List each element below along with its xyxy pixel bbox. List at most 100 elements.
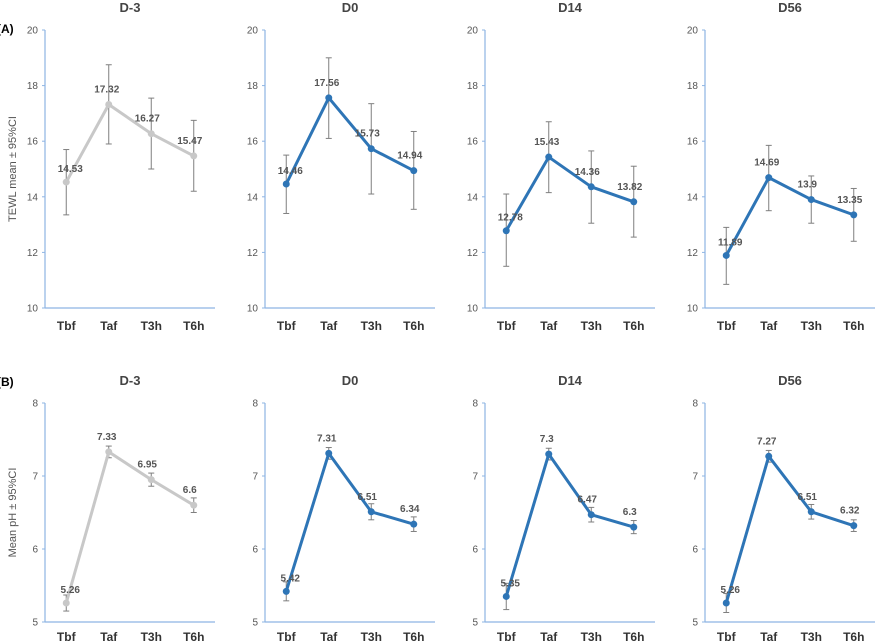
y-axis-title: Mean pH ± 95%CI <box>7 468 19 558</box>
chart-title: D-3 <box>120 0 141 15</box>
x-tick-label: Tbf <box>717 630 737 644</box>
x-tick-label: Tbf <box>57 319 77 333</box>
data-point <box>722 599 730 607</box>
data-label: 15.47 <box>177 136 202 147</box>
y-tick-label: 6 <box>472 545 478 556</box>
y-tick-label: 12 <box>687 248 699 259</box>
chart-a-d56: D56 10 12 14 16 18 20 Tbf Taf T3h T6h 11.89 14.69 13.… <box>687 0 875 333</box>
x-tick-label: T6h <box>183 319 204 333</box>
series-line <box>284 451 415 592</box>
series-line <box>724 176 855 257</box>
y-tick-label: 6 <box>32 545 38 556</box>
data-label: 15.43 <box>534 137 559 148</box>
x-tick-label: Tbf <box>717 319 737 333</box>
y-tick-label: 16 <box>247 137 259 148</box>
data-point <box>502 592 510 600</box>
panel-label-b: (B) <box>0 375 14 389</box>
chart-b-d14: D14 5 6 7 8 Tbf Taf T3h T6h 5.35 7.3 6.47 6.3 <box>472 373 655 644</box>
data-label: 5.42 <box>281 573 301 584</box>
y-tick-label: 5 <box>32 618 38 629</box>
y-tick-label: 20 <box>687 26 699 37</box>
x-tick-label: T3h <box>361 630 382 644</box>
data-point <box>105 448 113 456</box>
data-label: 11.89 <box>718 237 743 248</box>
chart-b-d-3: D-3 5 6 7 8 Tbf Taf T3h T6h Mean pH ± 95%CI 5.26 7.… <box>7 373 215 644</box>
y-tick-label: 5 <box>252 618 258 629</box>
data-label: 5.26 <box>721 585 741 596</box>
y-tick-label: 5 <box>472 618 478 629</box>
data-point <box>62 599 70 607</box>
y-tick-label: 20 <box>467 26 479 37</box>
data-point <box>765 452 773 460</box>
y-axis-title: TEWL mean ± 95%CI <box>7 116 19 222</box>
data-point <box>410 520 418 528</box>
data-point <box>282 587 290 595</box>
data-point <box>545 450 553 458</box>
x-tick-label: T3h <box>141 319 162 333</box>
data-label: 14.53 <box>58 164 83 175</box>
series-line <box>64 103 195 183</box>
x-tick-label: T3h <box>141 630 162 644</box>
x-tick-label: Tbf <box>497 630 517 644</box>
data-label: 6.32 <box>840 506 860 517</box>
x-tick-label: T6h <box>623 630 644 644</box>
data-label: 12.78 <box>498 213 523 224</box>
y-tick-label: 7 <box>692 472 698 483</box>
x-tick-label: Taf <box>760 319 778 333</box>
chart-a-d14: D14 10 12 14 16 18 20 Tbf Taf T3h T6h 12.78 15.43 14.… <box>467 0 655 333</box>
x-tick-label: T6h <box>623 319 644 333</box>
y-tick-label: 12 <box>27 248 39 259</box>
data-point <box>410 167 418 175</box>
data-point <box>630 198 638 206</box>
data-label: 15.73 <box>355 129 380 140</box>
panel-label-a: (A) <box>0 22 14 36</box>
y-tick-label: 16 <box>27 137 39 148</box>
y-tick-label: 7 <box>252 472 258 483</box>
x-tick-label: Taf <box>100 319 118 333</box>
data-label: 14.94 <box>397 151 422 162</box>
data-point <box>722 251 730 259</box>
data-point <box>367 508 375 516</box>
data-point <box>587 183 595 191</box>
data-label: 7.33 <box>97 432 117 443</box>
y-tick-label: 20 <box>247 26 259 37</box>
data-label: 6.51 <box>798 492 818 503</box>
data-point <box>62 178 70 186</box>
chart-title: D0 <box>342 373 359 388</box>
x-tick-label: Taf <box>540 319 558 333</box>
data-point <box>190 152 198 160</box>
data-label: 14.36 <box>575 167 600 178</box>
y-tick-label: 12 <box>247 248 259 259</box>
charts-group: D-3 10 12 14 16 18 20 Tbf Taf T3h T6h TEWL mean ± 9… <box>7 0 875 644</box>
data-label: 5.35 <box>501 578 521 589</box>
data-label: 7.27 <box>757 436 777 447</box>
x-tick-label: Taf <box>100 630 118 644</box>
chart-title: D56 <box>778 373 802 388</box>
x-tick-label: T3h <box>581 319 602 333</box>
chart-title: D14 <box>558 0 583 15</box>
x-tick-label: Tbf <box>277 630 297 644</box>
series-line <box>284 96 415 185</box>
series-line <box>724 454 855 604</box>
data-point <box>765 174 773 182</box>
data-label: 6.34 <box>400 504 420 515</box>
data-label: 6.95 <box>138 460 158 471</box>
chart-a-d-3: D-3 10 12 14 16 18 20 Tbf Taf T3h T6h TEWL mean ± 9… <box>7 0 215 333</box>
y-tick-label: 7 <box>32 472 38 483</box>
data-label: 16.27 <box>135 114 160 125</box>
data-point <box>282 180 290 188</box>
y-tick-label: 18 <box>27 81 39 92</box>
series-line <box>504 452 635 597</box>
data-point <box>807 508 815 516</box>
y-tick-label: 6 <box>692 545 698 556</box>
y-tick-label: 16 <box>687 137 699 148</box>
chart-title: D0 <box>342 0 359 15</box>
y-tick-label: 14 <box>247 192 259 203</box>
x-tick-label: T3h <box>581 630 602 644</box>
y-tick-label: 20 <box>27 26 39 37</box>
x-tick-label: Tbf <box>277 319 297 333</box>
y-tick-label: 10 <box>27 304 39 315</box>
x-tick-label: T3h <box>361 319 382 333</box>
x-tick-label: Taf <box>540 630 558 644</box>
